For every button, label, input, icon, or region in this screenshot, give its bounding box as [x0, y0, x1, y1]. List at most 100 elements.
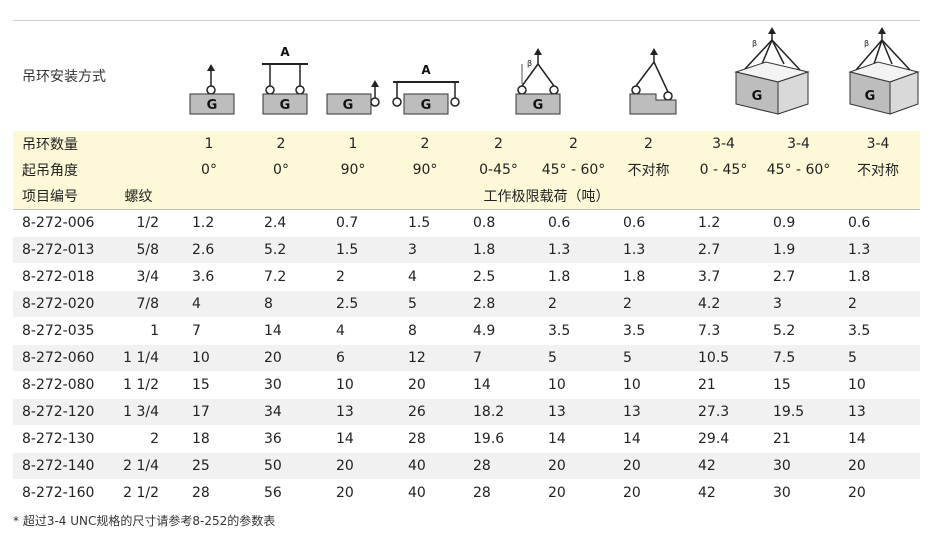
load-value: 30 [761, 479, 836, 507]
block-label-4: G [421, 98, 432, 113]
table-row: 8-272-120 1 3/4 17 34 13 26 18.2 13 13 27.3 19.5 13 [13, 398, 920, 426]
table-row: 8-272-006 1/2 1.2 2.4 0.7 1.5 0.8 0.6 0.6 1.2 0.9 0… [13, 209, 920, 237]
load-value: 36 [245, 425, 317, 453]
column-header-row: 项目编号 螺纹 工作极限载荷（吨） [13, 183, 920, 210]
angle-cell: 0 - 45° [686, 157, 761, 183]
block-label-7: G [865, 89, 876, 104]
table-row: 8-272-020 7/8 4 8 2.5 5 2.8 2 2 4.2 3 2 [13, 290, 920, 318]
load-value: 5 [536, 344, 611, 372]
load-value: 4.2 [686, 290, 761, 318]
load-value: 0.6 [611, 209, 686, 237]
angle-row: 起吊角度 0° 0° 90° 90° 0-45° 45° - 60° 不对称 0… [13, 157, 920, 183]
load-value: 4 [389, 263, 461, 291]
load-value: 0.7 [317, 209, 389, 237]
load-value: 7 [173, 317, 245, 345]
load-value: 2.4 [245, 209, 317, 237]
load-value: 17 [173, 398, 245, 426]
angle-cell: 不对称 [611, 157, 686, 183]
load-table: 吊环数量 1 2 1 2 2 2 2 3-4 3-4 3-4 起吊角度 0° 0… [13, 131, 920, 507]
load-value: 20 [536, 479, 611, 507]
load-value: 7.2 [245, 263, 317, 291]
load-value: 1.9 [761, 236, 836, 264]
load-value: 20 [536, 452, 611, 480]
load-value: 1.2 [173, 209, 245, 237]
item-number-header: 项目编号 [13, 183, 104, 210]
table-row: 8-272-080 1 1/2 15 30 10 20 14 10 10 21 15 10 [13, 371, 920, 399]
top-divider [13, 20, 920, 21]
bar-label-1: A [280, 45, 290, 59]
table-row: 8-272-013 5/8 2.6 5.2 1.5 3 1.8 1.3 1.3 2.7 1.9 1.3 [13, 236, 920, 264]
load-value: 3.6 [173, 263, 245, 291]
load-value: 4.9 [461, 317, 536, 345]
load-value: 14 [245, 317, 317, 345]
load-value: 28 [461, 479, 536, 507]
load-value: 5.2 [245, 236, 317, 264]
load-value: 13 [611, 398, 686, 426]
load-value: 15 [173, 371, 245, 399]
angle-symbol-1: β [527, 59, 532, 68]
load-value: 3 [389, 236, 461, 264]
load-value: 14 [536, 425, 611, 453]
load-value: 1.8 [461, 236, 536, 264]
load-value: 3.7 [686, 263, 761, 291]
count-cell: 2 [389, 131, 461, 157]
thread-size: 2 [104, 425, 173, 453]
block-label-5: G [533, 98, 544, 113]
load-value: 20 [317, 479, 389, 507]
thread-header: 螺纹 [104, 183, 173, 210]
load-value: 10.5 [686, 344, 761, 372]
count-label: 吊环数量 [13, 131, 173, 157]
load-value: 14 [461, 371, 536, 399]
load-value: 21 [686, 371, 761, 399]
load-value: 42 [686, 452, 761, 480]
load-value: 8 [389, 317, 461, 345]
thread-size: 5/8 [104, 236, 173, 264]
count-cell: 2 [245, 131, 317, 157]
load-value: 19.6 [461, 425, 536, 453]
load-value: 5 [389, 290, 461, 318]
load-value: 13 [836, 398, 920, 426]
thread-size: 3/4 [104, 263, 173, 291]
angle-symbol-2: β [752, 39, 757, 48]
load-value: 18.2 [461, 398, 536, 426]
part-number: 8-272-035 [13, 317, 104, 345]
load-value: 10 [536, 371, 611, 399]
thread-size: 1 1/4 [104, 344, 173, 372]
load-value: 7.5 [761, 344, 836, 372]
diagram-asymmetric-icon [629, 48, 677, 115]
load-value: 14 [836, 425, 920, 453]
load-value: 8 [245, 290, 317, 318]
load-value: 2 [836, 290, 920, 318]
table-row: 8-272-035 1 7 14 4 8 4.9 3.5 3.5 7.3 5.2 3.5 [13, 317, 920, 345]
load-value: 1.8 [611, 263, 686, 291]
load-value: 2.7 [761, 263, 836, 291]
count-cell: 3-4 [686, 131, 761, 157]
part-number: 8-272-080 [13, 371, 104, 399]
load-value: 10 [836, 371, 920, 399]
thread-size: 1 1/2 [104, 371, 173, 399]
load-value: 3.5 [836, 317, 920, 345]
angle-cell: 45° - 60° [536, 157, 611, 183]
load-value: 1.3 [611, 236, 686, 264]
block-label-2: G [280, 98, 291, 113]
load-value: 28 [173, 479, 245, 507]
bar-label-2: A [421, 63, 431, 77]
load-value: 0.6 [836, 209, 920, 237]
load-value: 50 [245, 452, 317, 480]
table-row: 8-272-160 2 1/2 28 56 20 40 28 20 20 42 30 20 [13, 479, 920, 507]
load-value: 28 [389, 425, 461, 453]
load-value: 56 [245, 479, 317, 507]
angle-cell: 90° [317, 157, 389, 183]
angle-cell: 0° [173, 157, 245, 183]
load-value: 13 [317, 398, 389, 426]
load-value: 13 [536, 398, 611, 426]
load-value: 20 [836, 479, 920, 507]
block-label-6: G [752, 89, 763, 104]
load-value: 1.3 [836, 236, 920, 264]
load-value: 1.5 [317, 236, 389, 264]
diagram-double-side-spreader-icon: A G [392, 63, 460, 115]
thread-size: 1 3/4 [104, 398, 173, 426]
angle-cell: 90° [389, 157, 461, 183]
footnote: * 超过3-4 UNC规格的尺寸请参考8-252的参数表 [13, 514, 276, 528]
load-value: 20 [611, 479, 686, 507]
